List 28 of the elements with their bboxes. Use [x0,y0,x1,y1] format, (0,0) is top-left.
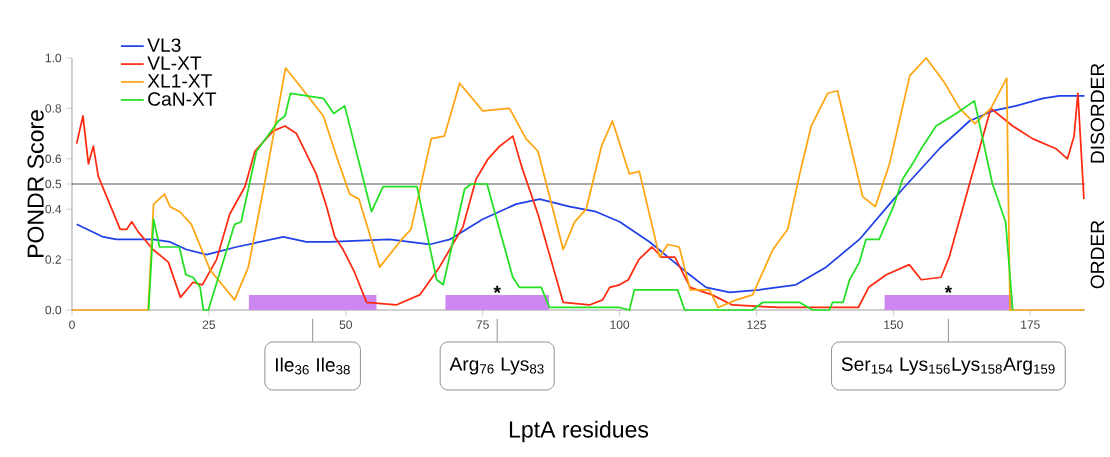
y-tick-label: 0.5 [45,179,62,189]
legend-label: VL-XT [147,56,202,70]
legend-label: VL3 [147,38,181,52]
y-tick-label: 0.2 [45,255,61,264]
x-tick-label: 0 [69,320,75,329]
y-tick-label: 0.0 [45,305,62,315]
y-tick-label: 0.8 [45,104,62,113]
x-tick-label: 75 [476,320,489,329]
text: Ser$_{154}$ Lys$_{156}$Lys$_{158}$Arg$_{159}$ [841,357,1055,375]
x-tick-label: 150 [884,320,903,329]
x-tick-label: 175 [1021,320,1040,329]
y-tick-label: 1.0 [45,53,62,63]
legend-label: CaN-XT [148,92,217,106]
text: Arg$_{76}$ Lys$_{83}$ [449,357,544,375]
annotation: * [944,285,953,293]
text: Ile$_{36}$ Ile$_{38}$ [275,357,350,375]
x-axis-title: LptA residues [509,420,649,443]
y-tick-label: 0.6 [45,154,62,164]
y-tick-label: 0.4 [45,204,62,214]
x-tick-label: 125 [747,320,766,329]
text: DISORDER [1090,63,1105,163]
x-tick-label: 25 [202,320,216,329]
y-axis-title: PONDR Score [27,110,44,258]
annotation: * [493,285,501,293]
text: ORDER [1090,220,1105,289]
x-tick-label: 100 [610,320,630,329]
legend-label: XL1-XT [147,74,212,88]
x-tick-label: 50 [339,320,352,329]
